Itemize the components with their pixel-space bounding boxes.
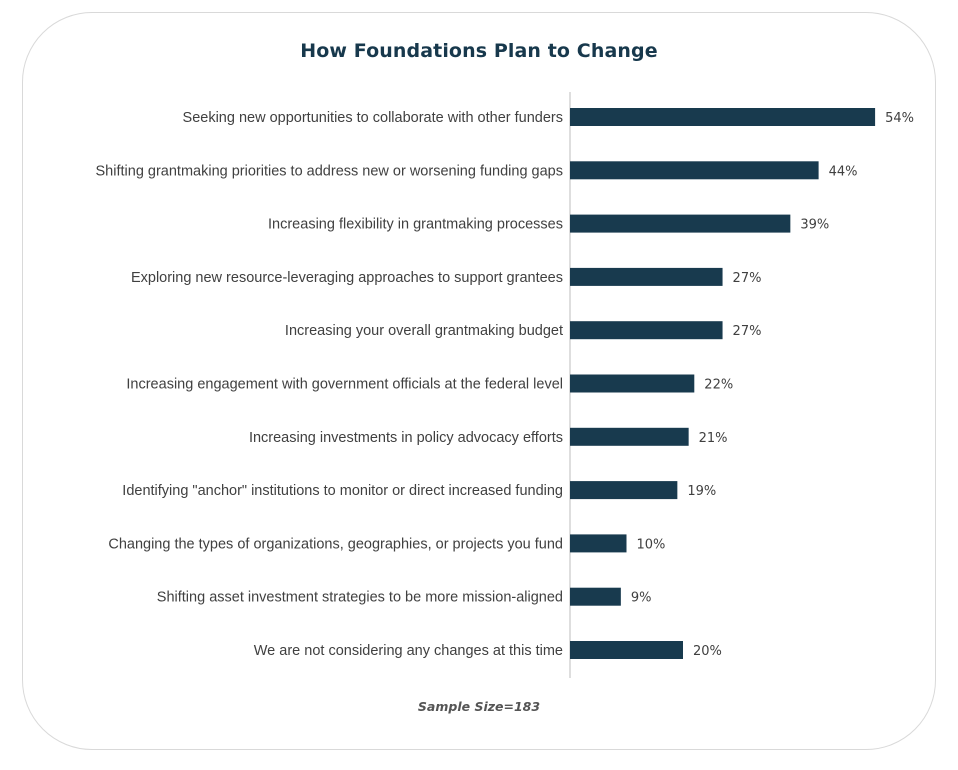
bar-1 [570, 161, 819, 180]
category-label-4: Increasing your overall grantmaking budg… [285, 323, 563, 339]
value-label-6: 21% [699, 431, 728, 446]
bar-5 [570, 374, 695, 393]
value-label-0: 54% [885, 111, 914, 126]
value-label-9: 9% [631, 591, 652, 606]
value-label-1: 44% [829, 164, 858, 179]
bar-9 [570, 587, 621, 606]
value-label-7: 19% [687, 484, 716, 499]
category-label-0: Seeking new opportunities to collaborate… [183, 110, 563, 126]
bar-0 [570, 108, 876, 126]
category-label-6: Increasing investments in policy advocac… [249, 430, 563, 446]
category-label-10: We are not considering any changes at th… [254, 643, 563, 659]
value-label-8: 10% [637, 537, 666, 552]
bar-7 [570, 481, 678, 500]
chart-card [22, 12, 936, 750]
value-label-10: 20% [693, 644, 722, 659]
bar-10 [570, 641, 683, 659]
category-label-9: Shifting asset investment strategies to … [157, 590, 563, 606]
bar-2 [570, 214, 791, 233]
category-label-2: Increasing flexibility in grantmaking pr… [268, 217, 563, 233]
value-label-3: 27% [733, 271, 762, 286]
value-label-5: 22% [704, 378, 733, 393]
bar-8 [570, 534, 627, 553]
bar-6 [570, 427, 689, 446]
category-label-1: Shifting grantmaking priorities to addre… [96, 163, 563, 179]
sample-size-note: Sample Size=183 [417, 699, 541, 714]
value-label-2: 39% [800, 218, 829, 233]
category-label-5: Increasing engagement with government of… [126, 377, 563, 393]
bar-4 [570, 321, 723, 340]
bars-group [570, 108, 876, 659]
value-label-4: 27% [733, 324, 762, 339]
category-label-8: Changing the types of organizations, geo… [108, 536, 563, 552]
value-labels-group: 54% 44% 39% 27% 27% 22% 21% 19% 10% 9% 20% [631, 111, 914, 659]
category-label-7: Identifying "anchor" institutions to mon… [122, 483, 563, 499]
category-label-3: Exploring new resource-leveraging approa… [131, 270, 563, 286]
bar-3 [570, 267, 723, 286]
chart-title: How Foundations Plan to Change [300, 40, 658, 62]
category-labels-group: Seeking new opportunities to collaborate… [96, 110, 563, 659]
